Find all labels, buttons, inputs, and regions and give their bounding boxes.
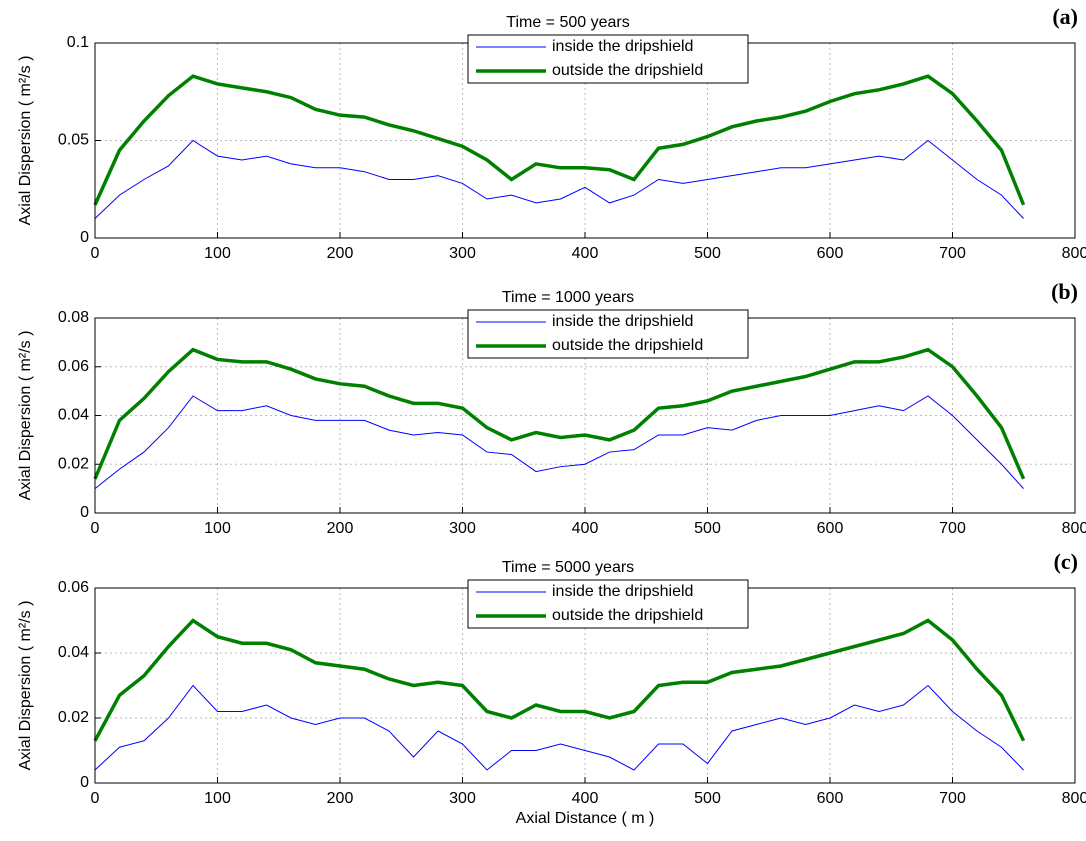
y-tick-label: 0.04 xyxy=(58,644,89,661)
panel-label: (c) xyxy=(1054,549,1078,574)
legend-label: inside the dripshield xyxy=(552,583,693,600)
data-line xyxy=(94,139,1024,219)
x-tick-label: 0 xyxy=(91,245,100,262)
y-tick-label: 0.04 xyxy=(58,407,89,424)
legend-box xyxy=(467,579,749,629)
y-tick-label: 0.05 xyxy=(58,132,89,149)
x-tick-label: 100 xyxy=(204,790,231,807)
x-tick-label: 600 xyxy=(817,790,844,807)
legend-label: inside the dripshield xyxy=(552,38,693,55)
x-tick-label: 700 xyxy=(939,520,966,537)
x-tick-label: 800 xyxy=(1062,790,1086,807)
y-tick-label: 0.1 xyxy=(67,34,89,51)
x-tick-label: 600 xyxy=(817,520,844,537)
legend-box xyxy=(467,34,749,84)
x-tick-label: 700 xyxy=(939,245,966,262)
y-tick-label: 0.06 xyxy=(58,358,89,375)
x-tick-label: 300 xyxy=(449,790,476,807)
y-tick-label: 0.06 xyxy=(58,579,89,596)
y-tick-label: 0.02 xyxy=(58,455,89,472)
x-tick-label: 300 xyxy=(449,520,476,537)
x-tick-label: 700 xyxy=(939,790,966,807)
chart-title: Time = 500 years xyxy=(506,14,629,31)
y-tick-label: 0.08 xyxy=(58,309,89,326)
x-tick-label: 600 xyxy=(817,245,844,262)
data-line xyxy=(93,74,1026,206)
x-tick-label: 100 xyxy=(204,520,231,537)
x-tick-label: 400 xyxy=(572,245,599,262)
legend-label: outside the dripshield xyxy=(552,337,703,354)
x-tick-label: 200 xyxy=(327,790,354,807)
x-tick-label: 800 xyxy=(1062,520,1086,537)
x-tick-label: 0 xyxy=(91,520,100,537)
x-tick-label: 800 xyxy=(1062,245,1086,262)
data-line xyxy=(94,684,1024,771)
legend-box xyxy=(467,309,749,359)
chart-title: Time = 5000 years xyxy=(502,559,634,576)
x-tick-label: 500 xyxy=(694,790,721,807)
x-tick-label: 500 xyxy=(694,520,721,537)
x-tick-label: 300 xyxy=(449,245,476,262)
legend-label: outside the dripshield xyxy=(552,62,703,79)
y-axis-label: Axial Dispersion ( m²/s ) xyxy=(17,56,34,226)
y-tick-label: 0 xyxy=(80,774,89,791)
x-tick-label: 200 xyxy=(327,520,354,537)
data-line xyxy=(93,347,1026,480)
y-axis-label: Axial Dispersion ( m²/s ) xyxy=(17,331,34,501)
x-tick-label: 400 xyxy=(572,790,599,807)
data-line xyxy=(93,618,1026,742)
x-axis-label: Axial Distance ( m ) xyxy=(516,810,655,827)
x-tick-label: 0 xyxy=(91,790,100,807)
chart-title: Time = 1000 years xyxy=(502,289,634,306)
x-tick-label: 100 xyxy=(204,245,231,262)
data-line xyxy=(94,395,1024,490)
panel-label: (a) xyxy=(1052,4,1078,29)
x-tick-label: 400 xyxy=(572,520,599,537)
legend-label: outside the dripshield xyxy=(552,607,703,624)
y-tick-label: 0 xyxy=(80,229,89,246)
x-tick-label: 200 xyxy=(327,245,354,262)
y-axis-label: Axial Dispersion ( m²/s ) xyxy=(17,601,34,771)
y-tick-label: 0.02 xyxy=(58,709,89,726)
y-tick-label: 0 xyxy=(80,504,89,521)
panel-label: (b) xyxy=(1051,279,1078,304)
x-tick-label: 500 xyxy=(694,245,721,262)
legend-label: inside the dripshield xyxy=(552,313,693,330)
